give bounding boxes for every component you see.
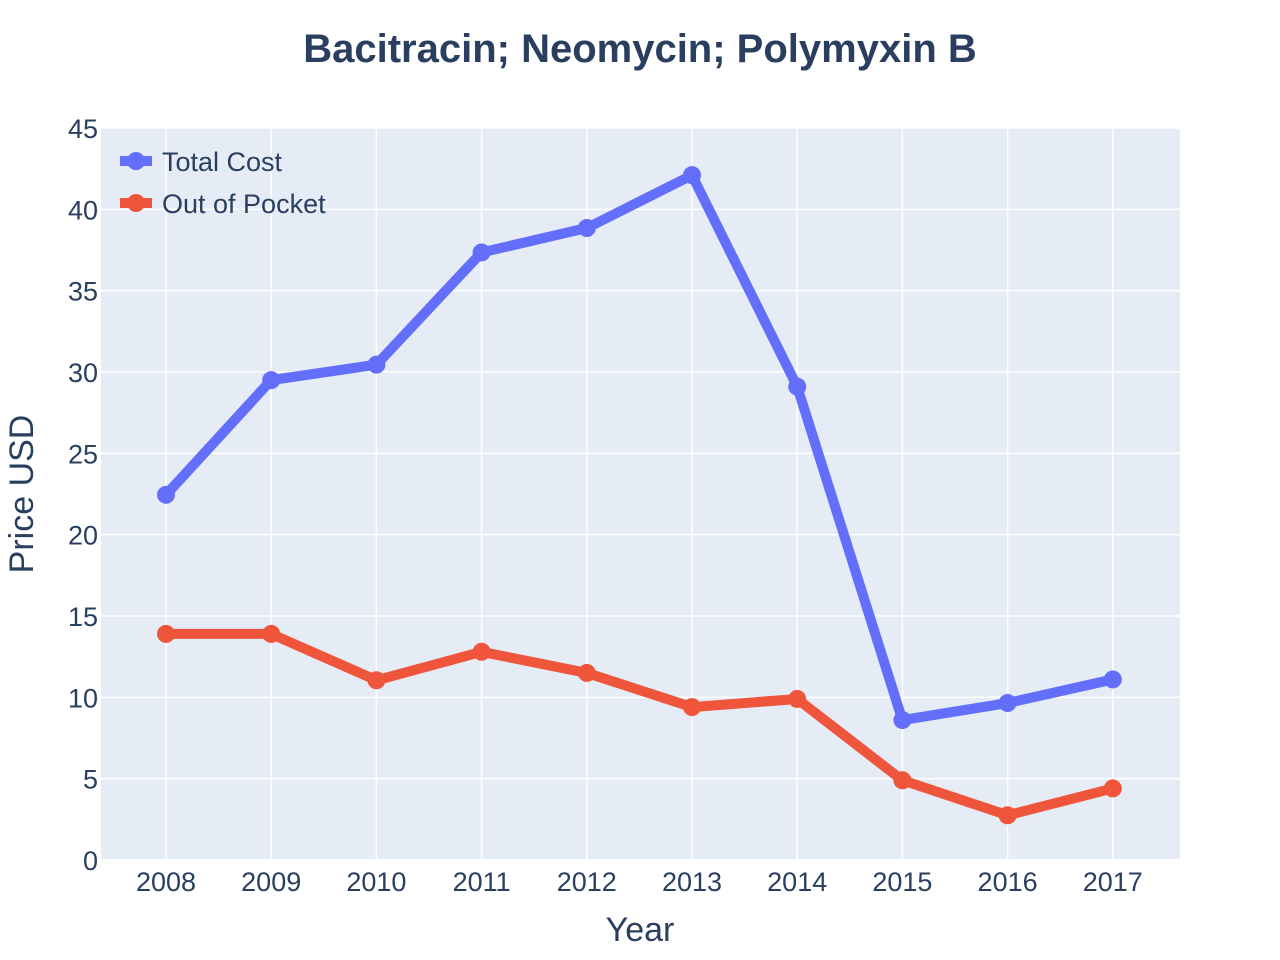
y-tick-label: 0 <box>83 846 98 876</box>
data-point-total-cost[interactable] <box>367 355 386 374</box>
series-total-cost <box>157 166 1122 730</box>
y-tick-label: 10 <box>68 683 98 713</box>
y-axis-title: Price USD <box>3 415 41 574</box>
data-point-out-of-pocket[interactable] <box>367 671 386 690</box>
x-tick-label: 2016 <box>978 867 1038 897</box>
data-point-out-of-pocket[interactable] <box>472 642 491 661</box>
data-point-out-of-pocket[interactable] <box>788 689 807 708</box>
x-tick-label: 2010 <box>346 867 406 897</box>
y-tick-label: 45 <box>68 114 98 144</box>
legend-label: Out of Pocket <box>162 189 326 219</box>
data-point-out-of-pocket[interactable] <box>893 771 912 790</box>
plot-area <box>101 128 1180 860</box>
y-tick-label: 40 <box>68 195 98 225</box>
chart-title: Bacitracin; Neomycin; Polymyxin B <box>303 27 977 71</box>
data-point-total-cost[interactable] <box>893 711 912 730</box>
y-tick-label: 35 <box>68 277 98 307</box>
data-point-total-cost[interactable] <box>788 377 807 396</box>
series-line-out-of-pocket <box>161 628 1118 821</box>
x-tick-label: 2008 <box>136 867 196 897</box>
data-point-out-of-pocket[interactable] <box>1103 779 1122 798</box>
data-point-total-cost[interactable] <box>577 219 596 238</box>
data-point-out-of-pocket[interactable] <box>262 624 281 643</box>
x-tick-label: 2011 <box>453 867 511 897</box>
legend-label: Total Cost <box>162 147 283 177</box>
data-point-out-of-pocket[interactable] <box>998 806 1017 825</box>
legend-swatch-marker <box>127 194 145 212</box>
data-point-total-cost[interactable] <box>683 166 701 185</box>
series-out-of-pocket <box>157 624 1122 825</box>
data-point-out-of-pocket[interactable] <box>683 698 701 717</box>
series-layer <box>157 166 1122 825</box>
x-tick-label: 2012 <box>557 867 617 897</box>
y-tick-label: 5 <box>83 765 98 795</box>
y-tick-label: 30 <box>68 358 98 388</box>
legend[interactable]: Total Cost Out of Pocket <box>120 147 326 219</box>
y-tick-label: 25 <box>68 439 98 469</box>
data-point-total-cost[interactable] <box>157 485 175 504</box>
data-point-total-cost[interactable] <box>472 243 491 262</box>
x-tick-label: 2013 <box>662 867 722 897</box>
gridlines <box>101 127 1180 861</box>
x-tick-label: 2017 <box>1083 867 1143 897</box>
data-point-total-cost[interactable] <box>998 694 1017 713</box>
y-tick-label: 20 <box>68 521 98 551</box>
x-axis-title: Year <box>606 911 675 949</box>
x-axis-tick-labels: 2008 2009 2010 2011 2012 2013 2014 2015 2016 2017 <box>136 867 1143 897</box>
data-point-out-of-pocket[interactable] <box>577 663 596 682</box>
legend-item-out-of-pocket[interactable]: Out of Pocket <box>120 189 326 219</box>
x-tick-label: 2015 <box>872 867 932 897</box>
legend-item-total-cost[interactable]: Total Cost <box>120 147 283 177</box>
legend-swatch-marker <box>127 152 145 170</box>
data-point-out-of-pocket[interactable] <box>157 624 175 643</box>
y-axis-tick-labels: 0 5 10 15 20 25 30 35 40 45 <box>68 114 98 876</box>
y-tick-label: 15 <box>68 602 98 632</box>
x-tick-label: 2014 <box>767 867 827 897</box>
x-tick-label: 2009 <box>241 867 301 897</box>
data-point-total-cost[interactable] <box>262 371 281 390</box>
series-line-total-cost <box>161 170 1118 726</box>
data-point-total-cost[interactable] <box>1103 670 1122 689</box>
